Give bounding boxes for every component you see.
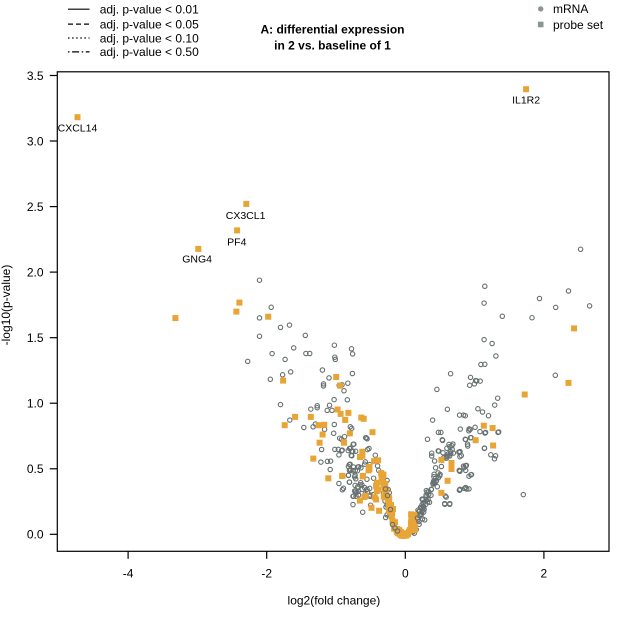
svg-text:3.5: 3.5 xyxy=(27,69,44,83)
svg-text:in 2 vs. baseline of 1: in 2 vs. baseline of 1 xyxy=(274,39,391,53)
svg-text:CXCL14: CXCL14 xyxy=(58,123,98,135)
svg-text:adj. p-value < 0.50: adj. p-value < 0.50 xyxy=(100,45,199,59)
svg-text:log2(fold change): log2(fold change) xyxy=(288,594,381,608)
svg-text:2.5: 2.5 xyxy=(27,200,44,214)
svg-text:1.5: 1.5 xyxy=(27,331,44,345)
svg-text:CX3CL1: CX3CL1 xyxy=(226,210,266,222)
svg-text:-4: -4 xyxy=(123,567,134,581)
svg-text:GNG4: GNG4 xyxy=(182,254,212,266)
svg-text:2.0: 2.0 xyxy=(27,265,44,279)
svg-text:IL1R2: IL1R2 xyxy=(512,95,540,107)
svg-text:PF4: PF4 xyxy=(227,236,246,248)
svg-text:1.0: 1.0 xyxy=(27,397,44,411)
svg-text:-2: -2 xyxy=(261,567,272,581)
svg-text:2: 2 xyxy=(541,567,548,581)
svg-text:adj. p-value < 0.05: adj. p-value < 0.05 xyxy=(100,17,199,31)
svg-text:mRNA: mRNA xyxy=(553,2,588,16)
svg-text:-log10(p-value): -log10(p-value) xyxy=(0,265,13,346)
svg-text:adj. p-value < 0.01: adj. p-value < 0.01 xyxy=(100,3,199,17)
svg-text:probe set: probe set xyxy=(553,18,604,32)
svg-text:0: 0 xyxy=(402,567,409,581)
svg-text:adj. p-value < 0.10: adj. p-value < 0.10 xyxy=(100,31,199,45)
svg-text:0.5: 0.5 xyxy=(27,462,44,476)
svg-text:0.0: 0.0 xyxy=(27,528,44,542)
svg-text:3.0: 3.0 xyxy=(27,134,44,148)
svg-text:A: differential expression: A: differential expression xyxy=(260,23,404,37)
